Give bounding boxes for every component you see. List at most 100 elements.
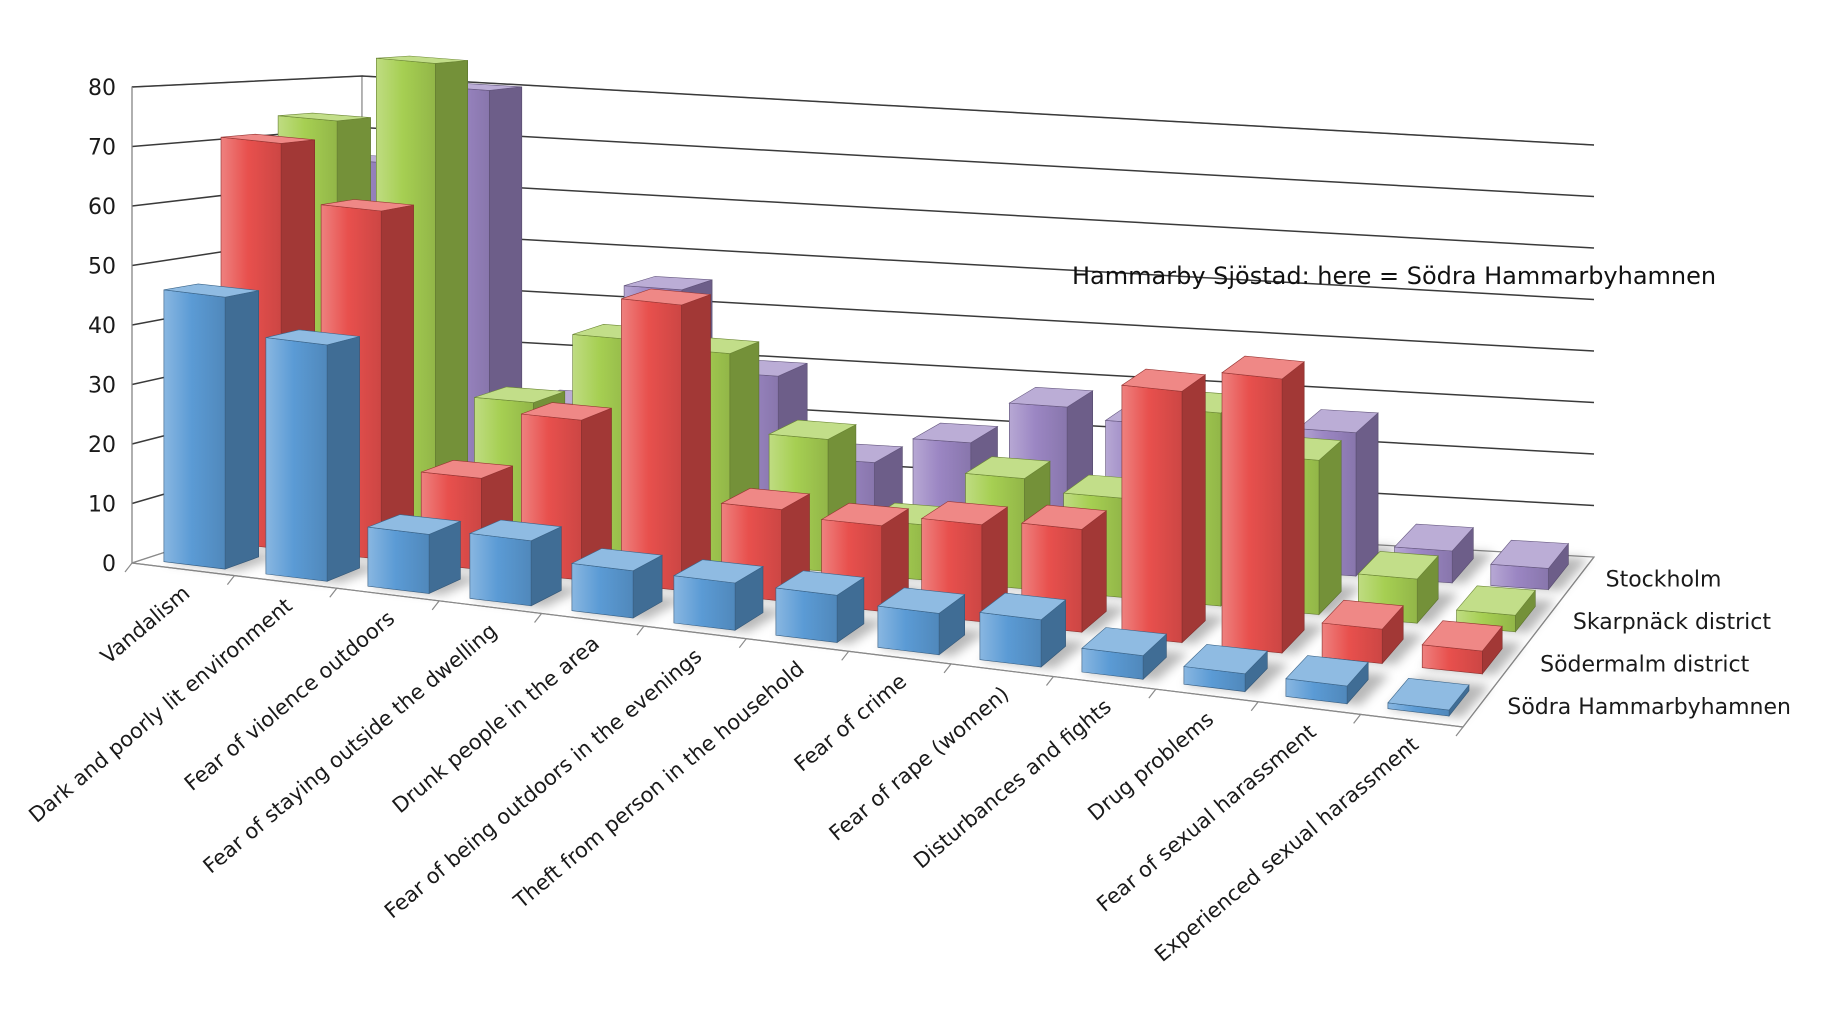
bar-top (321, 199, 414, 212)
bar-front (163, 289, 226, 570)
bar-top (1357, 551, 1439, 580)
bar-top (1297, 409, 1379, 434)
gridline (131, 75, 1595, 146)
bar-side (224, 290, 260, 570)
bar-top (1008, 386, 1094, 408)
legend-entry: Södermalm district (1540, 652, 1749, 677)
bar (265, 329, 360, 582)
bar-top (367, 514, 462, 535)
bar-front (1221, 372, 1283, 654)
bar-top (570, 548, 664, 572)
x-tick-label: Disturbances and fights (909, 694, 1116, 873)
x-tick-label: Fear of crime (790, 669, 911, 776)
x-tick-mark (329, 587, 338, 598)
bar-side (1318, 439, 1342, 616)
bar-front (367, 526, 430, 594)
bar-top (775, 570, 865, 596)
x-tick-label: Drunk people in the area (388, 631, 604, 818)
x-tick-mark (841, 650, 850, 661)
bar (570, 548, 664, 619)
x-tick-label: Drug problems (1083, 707, 1218, 826)
bar-front (265, 337, 328, 582)
bar (1321, 599, 1404, 665)
bar-front (775, 587, 838, 643)
bar (1285, 655, 1369, 705)
y-axis-ticks: 0 10 20 30 40 50 60 70 80 (88, 76, 116, 577)
x-tick-mark (943, 663, 952, 674)
bar-front (1490, 563, 1549, 590)
bar (1387, 677, 1470, 717)
bar-top (979, 592, 1067, 621)
x-tick-label: Dark and poorly lit environment (24, 593, 297, 827)
bar-top (820, 502, 910, 527)
bar (1081, 627, 1168, 680)
bar-top (468, 519, 563, 542)
bar-top (265, 329, 360, 346)
x-tick-label: Vandalism (96, 581, 194, 669)
bar-top (1121, 368, 1207, 392)
legend-entry: Södra Hammarbyhamnen (1507, 695, 1791, 720)
bar-top (474, 386, 565, 403)
bar-top (421, 459, 513, 479)
bars (163, 55, 1569, 717)
bar (163, 283, 260, 570)
bar-top (624, 276, 713, 291)
bar-top (1421, 620, 1503, 652)
bar-top (672, 559, 764, 584)
y-tick-label: 40 (88, 314, 116, 339)
x-tick-mark (534, 613, 543, 623)
bar-top (877, 587, 966, 614)
bar-top (1455, 585, 1536, 616)
bar (1490, 539, 1569, 591)
x-tick-mark (124, 562, 133, 573)
bar-top (720, 487, 811, 510)
legend-entry: Stockholm (1606, 567, 1722, 592)
x-tick-mark (1455, 726, 1464, 737)
bar (621, 288, 711, 592)
y-tick-label: 70 (88, 136, 116, 161)
bar-top (220, 133, 315, 144)
bar-front (1321, 622, 1383, 664)
x-tick-label: Fear of violence outdoors (180, 606, 399, 796)
bar (468, 519, 563, 607)
x-tick-label: Fear of sexual harassment (1092, 720, 1320, 917)
bar-top (768, 419, 857, 440)
bar-top (621, 288, 711, 306)
bar (979, 592, 1067, 668)
bar-top (1020, 504, 1108, 530)
x-tick-mark (226, 575, 235, 585)
bar-side (380, 204, 414, 560)
bar-front (877, 605, 940, 656)
bar-top (1387, 677, 1470, 711)
bar (775, 570, 865, 644)
bar-front (621, 298, 682, 591)
x-tick-mark (1353, 714, 1362, 724)
x-tick-mark (738, 638, 747, 649)
bar (877, 587, 966, 656)
x-tick-mark (1250, 701, 1259, 712)
y-tick-label: 80 (88, 76, 116, 101)
bar-front (469, 533, 532, 607)
bar-side (1081, 510, 1107, 633)
bar-top (964, 456, 1051, 479)
bar (367, 514, 462, 594)
bar-top (521, 402, 612, 421)
bar-side (326, 336, 360, 582)
bar (1183, 644, 1268, 693)
bar-top (1285, 655, 1369, 687)
bar-top (376, 55, 468, 64)
bar (1121, 368, 1207, 644)
bar-front (1121, 384, 1183, 643)
bar-top (1393, 523, 1474, 552)
bar-front (979, 612, 1042, 668)
bar-top (163, 283, 259, 298)
x-tick-label: Experienced sexual harassment (1150, 732, 1423, 967)
bar-top (1221, 355, 1305, 380)
bar-front (673, 575, 736, 631)
y-tick-label: 0 (102, 552, 116, 577)
bar (1221, 355, 1305, 654)
x-tick-mark (636, 625, 645, 636)
legend: Södra Hammarbyhamnen Södermalm district Sk… (1507, 567, 1791, 720)
